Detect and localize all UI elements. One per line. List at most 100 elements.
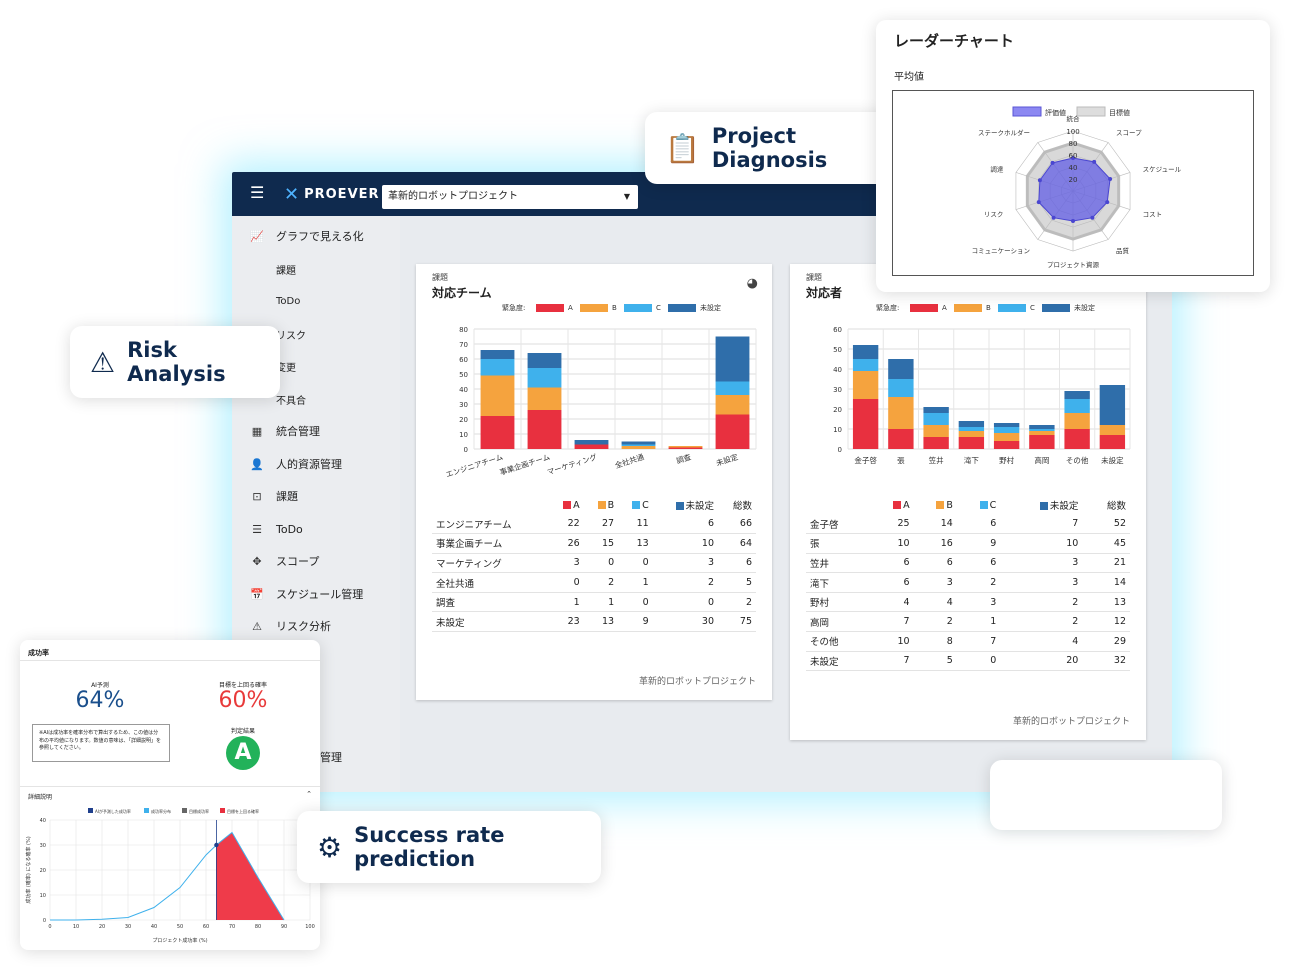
table-cell: 7 [1000,514,1083,535]
project-select-value: 革新的ロボットプロジェクト [388,191,518,202]
table-cell: 32 [1082,651,1130,672]
table-row: 滝下 6 3 2 3 14 [806,572,1130,593]
table-cell: 2 [1000,592,1083,613]
header-label: 未設定 [685,501,715,512]
radar-axis-label: リスク [984,211,1004,219]
bar-segment [715,381,750,395]
sidebar-item[interactable]: ⚠ リスク分析 [232,616,331,636]
table-cell: 3 [956,592,1001,613]
table-cell: 全社共通 [432,572,550,593]
table-cell: その他 [806,631,871,652]
sidebar-item[interactable]: 👤 人的資源管理 [232,454,342,474]
radar-point [1050,160,1055,165]
bar-segment [958,427,985,431]
sidebar-item[interactable]: 不具合 [232,389,306,409]
table-cell: 5 [913,651,957,672]
callout-label: Risk Analysis [127,338,226,386]
y-tick-label: 40 [40,818,46,824]
radar-axis-label: スコープ [1116,129,1142,137]
bar-segment [1099,425,1126,435]
y-tick-label: 40 [459,386,468,394]
y-tick-label: 30 [833,386,842,394]
table-cell: 12 [1082,611,1130,633]
bar-segment [715,336,750,382]
bar-segment [888,397,914,429]
legend-key: 未設定 [700,303,721,312]
header-label: A [573,499,580,511]
sidebar-item[interactable]: ToDo [232,291,300,311]
legend-key: C [1030,304,1035,312]
x-tick-label: 笠井 [929,455,944,465]
sidebar-item[interactable]: ✥ スコープ [232,551,319,571]
table-cell: 25 [870,514,914,535]
legend-label: 緊急度: [502,303,525,312]
logo-text: PROEVER [304,187,380,202]
table-cell: 10 [1000,533,1083,554]
project-select[interactable]: 革新的ロボットプロジェクト ▼ [382,185,638,209]
sidebar-item[interactable]: 課題 [232,259,296,279]
header-cell: 総数 [732,501,752,512]
table-cell: 27 [583,514,619,535]
sidebar-item[interactable]: ☰ ToDo [232,519,303,539]
table-cell: 9 [956,533,1001,554]
legend-swatch [954,304,982,312]
sidebar-item[interactable]: ▦ 統合管理 [232,421,320,441]
legend-swatch [1076,106,1106,117]
header-label: B [607,499,615,511]
table-cell: 6 [956,514,1001,535]
legend-key: A [942,304,947,312]
assignee-chart-panel: 課題 対応者 緊急度: A B C 未設定 0 10 20 30 40 50 60 金子啓張笠井 滝下 野村… [790,264,1146,740]
sidebar-item-label: 人的資源管理 [276,458,342,471]
detail-label[interactable]: 詳細説明 [28,794,53,801]
sidebar-item-label: 課題 [276,490,298,503]
success-distribution-chart: AIが予測した成功率 成功率分布 目標成功率 目標を上回る確率 0 10 20 30 40 0 10… [25,808,315,944]
sidebar-item[interactable]: 📈 グラフで見える化 [232,226,364,246]
x-tick-label: 滝下 [964,455,979,465]
header-label: B [946,499,953,511]
x-tick-label: 未設定 [715,451,740,468]
table-row: 未設定 23 13 9 30 75 [432,611,756,633]
main-content: 課題 対応チーム ◕ 緊急度: A B C 未設定 0 10 20 30 40 50 60 70 80 エン… [400,216,1172,792]
y-tick-label: 20 [40,868,46,874]
sidebar-item-label: 変更 [276,362,296,374]
x-tick-label: 10 [73,924,79,930]
table-cell: 2 [652,572,719,593]
table-cell: 14 [913,514,957,535]
bar-segment [668,446,703,448]
table-cell: 6 [652,514,719,535]
header-label: C [989,499,997,511]
legend-key: B [986,304,991,312]
ai-prediction-value: 64% [75,688,125,713]
table-cell: 13 [618,533,653,554]
radar-axis-label: コスト [1143,211,1163,219]
app-logo[interactable]: ✕ PROEVER [284,184,380,205]
sidebar-item[interactable]: リスク [232,324,306,344]
header-cell: 未設定 [1000,496,1082,514]
target-probability-value: 60% [218,688,268,713]
menu-icon[interactable]: ☰ [250,183,265,202]
sidebar-item[interactable]: ⊡ 課題 [232,486,298,506]
table-row: 未設定 7 5 0 20 32 [806,651,1130,672]
x-tick-label: 100 [305,924,315,930]
y-tick-label: 50 [459,371,468,379]
table-cell: 2 [718,592,756,613]
x-tick-label: 60 [203,924,209,930]
chevron-up-icon[interactable]: ⌃ [306,790,312,798]
sidebar-item[interactable]: 📅 スケジュール管理 [232,584,363,604]
x-tick-label: 70 [229,924,235,930]
header-label: 未設定 [1049,501,1079,512]
bar-segment [1029,425,1055,429]
pie-chart-icon[interactable]: ◕ [746,276,758,291]
table-cell: 3 [913,572,957,593]
radar-point [1036,200,1041,205]
sidebar-item-label: ToDo [276,295,301,307]
sidebar-item[interactable]: 変更 [232,356,296,376]
header-cell [806,496,870,514]
target-probability-label: 目標を上回る確率 [218,682,267,689]
radar-axis-label: プロジェクト資源 [1047,260,1100,269]
table-cell: 4 [913,592,957,613]
x-tick-label: エンジニアチーム [445,452,504,479]
table-cell: 滝下 [806,572,871,593]
bar-segment [993,441,1020,449]
table-cell: 0 [618,592,653,613]
